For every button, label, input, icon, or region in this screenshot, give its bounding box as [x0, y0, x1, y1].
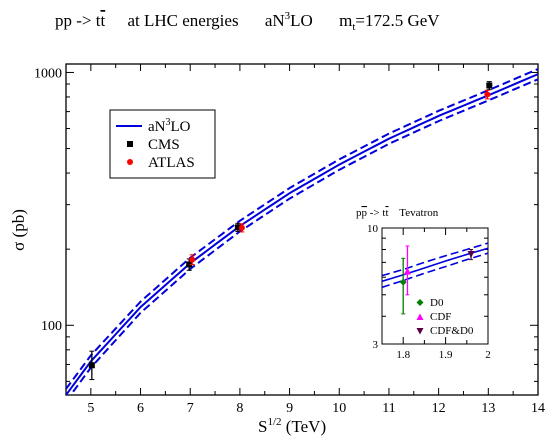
- main-legend: aN3LO CMS ATLAS: [109, 109, 216, 179]
- inset-x-tick-label: 2: [485, 349, 491, 361]
- legend-cms-marker: [127, 141, 133, 147]
- main-atlas-point: [484, 91, 491, 98]
- title-order-post: LO: [290, 11, 313, 30]
- inset-y-tick-label: 3: [373, 339, 379, 351]
- inset-plot-frame: [381, 227, 489, 345]
- main-cms-point: [186, 261, 193, 268]
- main-atlas-point: [189, 256, 196, 263]
- title-order-sup: 3: [285, 10, 291, 22]
- y-axis-label: σ (pb): [9, 209, 28, 251]
- x-axis-label-base: S: [258, 417, 267, 436]
- legend-d0-label: D0: [430, 297, 444, 309]
- title-mass-sub: t: [352, 21, 355, 33]
- main-plot-frame: [65, 63, 539, 396]
- main-x-tick-label: 11: [382, 401, 395, 416]
- x-axis-label-unit: (TeV): [282, 417, 327, 436]
- title-order: aN: [265, 11, 285, 30]
- legend-theory-label: aN3LO: [148, 117, 191, 135]
- inset-theory-upper: [382, 242, 488, 277]
- main-x-tick-label: 6: [137, 401, 144, 416]
- inset-cdfd0-point: [467, 250, 475, 258]
- legend-cdf-marker: [416, 313, 424, 320]
- inset-x-tick-label: 1.9: [439, 349, 453, 361]
- main-x-tick-label: 14: [531, 401, 545, 416]
- main-cms-point: [234, 224, 241, 231]
- chart-title: pp -> tt at LHC energies aN3LO mt=172.5 …: [55, 10, 440, 33]
- legend-cdfd0-label: CDF&D0: [430, 325, 474, 337]
- main-theory-curves: [66, 68, 538, 395]
- inset-x-tick-label: 1.8: [396, 349, 410, 361]
- title-process-bar: t: [100, 11, 105, 30]
- main-cms-point: [88, 362, 95, 369]
- legend-cdf-label: CDF: [430, 311, 451, 323]
- legend-cdfd0-marker: [416, 328, 424, 335]
- main-theory-lower: [69, 78, 538, 395]
- main-x-tick-label: 7: [187, 401, 194, 416]
- title-mass: m: [339, 11, 352, 30]
- main-atlas-point: [238, 224, 245, 231]
- main-data-points: [88, 81, 493, 381]
- x-axis-label: S1/2 (TeV): [258, 416, 326, 436]
- main-x-tick-label: 13: [481, 401, 495, 416]
- inset-y-tick-label: 10: [367, 223, 379, 235]
- inset-legend: D0 CDF CDF&D0: [416, 297, 474, 337]
- main-theory-upper: [66, 68, 538, 390]
- title-mass-post: =172.5 GeV: [355, 11, 440, 30]
- legend-cms-label: CMS: [148, 137, 180, 153]
- title-energies: at LHC energies: [127, 11, 238, 30]
- main-y-tick-label: 1000: [34, 66, 62, 81]
- main-x-tick-label: 5: [87, 401, 94, 416]
- inset-axes: 1.8 1.9 2 3 10: [367, 223, 491, 361]
- inset-cdf-point: [403, 267, 411, 275]
- inset-theory-lower: [382, 252, 488, 289]
- main-cms-point: [486, 82, 493, 89]
- main-axes: 5 6 7 8 9 10 11 12 13 14 100 1000: [34, 64, 545, 416]
- main-y-tick-label: 100: [41, 319, 62, 334]
- title-process: pp -> t: [55, 11, 101, 30]
- main-x-tick-label: 9: [286, 401, 293, 416]
- inset-d0-point: [399, 278, 407, 286]
- main-theory-central: [66, 73, 538, 395]
- main-x-tick-label: 8: [236, 401, 243, 416]
- legend-atlas-label: ATLAS: [148, 155, 195, 171]
- legend-d0-marker: [416, 299, 424, 306]
- inset-title: pp -> tt Tevatron: [356, 207, 439, 219]
- main-x-tick-label: 12: [432, 401, 446, 416]
- main-x-tick-label: 10: [332, 401, 346, 416]
- x-axis-label-sup: 1/2: [267, 416, 281, 428]
- inset-data-points: [399, 245, 475, 315]
- legend-atlas-marker: [127, 159, 133, 165]
